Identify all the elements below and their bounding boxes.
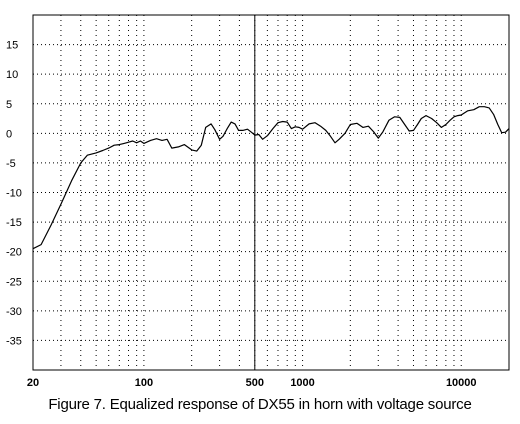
figure-caption: Figure 7. Equalized response of DX55 in … (48, 396, 472, 413)
x-tick-label: 100 (135, 377, 153, 389)
y-tick-label: -20 (6, 247, 22, 259)
y-tick-label: -30 (6, 306, 22, 318)
y-tick-label: 0 (6, 128, 12, 140)
grid (33, 15, 509, 370)
plot-frame (32, 14, 510, 371)
x-tick-label: 500 (246, 377, 264, 389)
y-tick-label: -10 (6, 188, 22, 200)
y-tick-label: -15 (6, 217, 22, 229)
y-tick-label: -5 (6, 158, 16, 170)
y-tick-label: -35 (6, 335, 22, 347)
response-curve (32, 106, 510, 250)
x-tick-label: 20 (27, 377, 39, 389)
y-tick-label: -25 (6, 276, 22, 288)
y-tick-label: 5 (6, 99, 12, 111)
y-tick-labels: 15 10 5 0 -5 -10 -15 -20 -25 -30 -35 (6, 40, 22, 348)
x-tick-labels: 20 100 500 1000 10000 (27, 377, 477, 389)
y-tick-label: 15 (6, 40, 18, 52)
x-tick-label: 10000 (446, 377, 477, 389)
y-tick-label: 10 (6, 69, 18, 81)
x-tick-label: 1000 (290, 377, 314, 389)
